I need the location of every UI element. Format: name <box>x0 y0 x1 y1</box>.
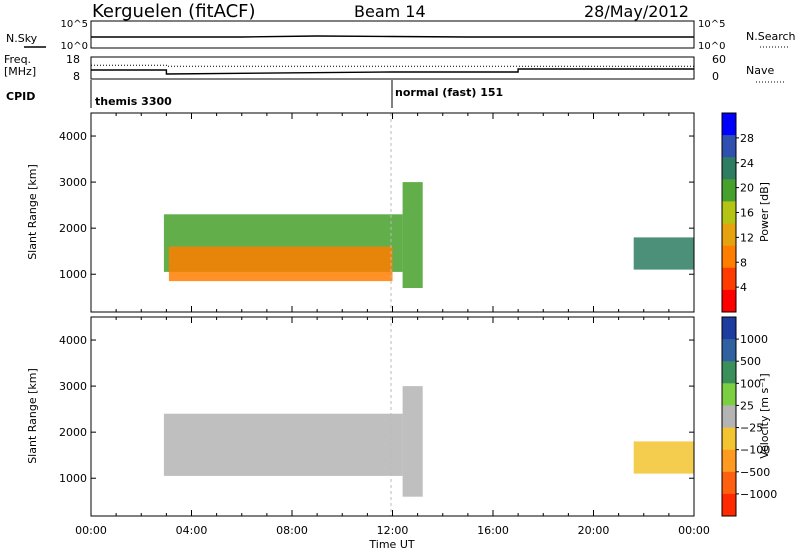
velocity-colorbar-swatch-0 <box>722 317 736 340</box>
velocity-xtick-label-0: 00:00 <box>75 524 107 537</box>
power-region-2 <box>402 182 423 288</box>
velocity-ytick-label-2: 2000 <box>59 426 87 439</box>
power-data-cells <box>163 182 694 288</box>
power-colorbar-swatch-1 <box>722 135 736 158</box>
velocity-colorbar-tick-label-6: −500 <box>740 466 770 479</box>
power-ytick-label-3: 1000 <box>59 268 87 281</box>
power-region-1 <box>168 246 393 282</box>
velocity-region-2 <box>633 441 694 474</box>
power-panel: 4000 3000 2000 1000 Slant Range [km] 28 24 20… <box>26 112 771 313</box>
nsky-tick-bottom: 10^0 <box>61 41 88 52</box>
nsky-series-line <box>91 35 694 38</box>
freq-tick-bottom: 8 <box>73 70 80 83</box>
nsearch-label: N.Search <box>746 30 796 43</box>
power-colorbar-swatch-6 <box>722 245 736 269</box>
velocity-xtick-label-4: 16:00 <box>477 524 509 537</box>
velocity-colorbar-swatch-2 <box>722 361 736 384</box>
power-colorbar-tick-label-5: 8 <box>740 256 747 269</box>
velocity-colorbar-frame <box>721 316 737 517</box>
velocity-region-1 <box>402 386 423 497</box>
freq-panel-frame <box>90 56 695 80</box>
velocity-x-ticks: 00:00 04:00 08:00 12:00 16:00 20:00 00:00 <box>75 317 710 537</box>
velocity-colorbar: 1000 500 100 25 −25 −100 −500 −1000 <box>721 316 777 517</box>
velocity-xtick-label-6: 00:00 <box>678 524 710 537</box>
freq-series-line <box>91 68 694 75</box>
velocity-colorbar-tick-label-1: 500 <box>740 355 761 368</box>
nsky-label: N.Sky <box>6 32 38 45</box>
power-colorbar-tick-label-2: 20 <box>740 182 754 195</box>
velocity-region-0 <box>163 413 403 476</box>
velocity-colorbar-tick-label-2: 100 <box>740 377 761 390</box>
velocity-panel: 4000 3000 2000 1000 00:00 04:00 08:00 12:00 16:… <box>26 316 777 551</box>
power-y-ticks: 4000 3000 2000 1000 <box>59 130 694 281</box>
freq-label-1: Freq. <box>4 53 31 66</box>
power-x-ticks <box>90 113 695 312</box>
nave-label: Nave <box>746 64 774 77</box>
nsky-tick-top: 10^5 <box>61 19 88 30</box>
power-colorbar-swatch-0 <box>722 113 736 136</box>
velocity-data-cells <box>163 386 694 497</box>
power-region-3 <box>633 237 694 270</box>
power-colorbar-tick-label-4: 12 <box>740 231 754 244</box>
velocity-colorbar-tick-label-4: −25 <box>740 422 763 435</box>
velocity-xtick-label-2: 08:00 <box>276 524 308 537</box>
power-colorbar-swatch-8 <box>722 289 736 313</box>
velocity-colorbar-tick-label-7: −1000 <box>740 488 777 501</box>
power-colorbar-swatch-4 <box>722 201 736 224</box>
cpid-segment-1: themis 3300 <box>95 95 172 108</box>
velocity-ytick-label-3: 1000 <box>59 472 87 485</box>
velocity-y-ticks: 4000 3000 2000 1000 <box>59 334 694 485</box>
power-ytick-label-2: 2000 <box>59 222 87 235</box>
power-colorbar-tick-label-0: 28 <box>740 132 754 145</box>
velocity-colorbar-tick-label-0: 1000 <box>740 333 768 346</box>
velocity-xtick-label-5: 20:00 <box>578 524 610 537</box>
cpid-label: CPID <box>6 90 35 103</box>
velocity-ytick-label-1: 3000 <box>59 380 87 393</box>
nave-series-line <box>91 64 694 67</box>
nave-tick-bottom: 0 <box>712 70 719 83</box>
power-colorbar-swatch-3 <box>722 179 736 202</box>
velocity-y-axis-label: Slant Range [km] <box>26 368 39 464</box>
power-plot-area <box>91 113 694 312</box>
velocity-colorbar-swatch-7 <box>722 471 736 495</box>
x-axis-label: Time UT <box>368 538 414 551</box>
nsearch-tick-top: 10^5 <box>698 19 725 30</box>
velocity-xtick-label-3: 12:00 <box>377 524 409 537</box>
power-ytick-label-1: 3000 <box>59 176 87 189</box>
power-ytick-label-0: 4000 <box>59 130 87 143</box>
velocity-colorbar-swatch-8 <box>722 493 736 517</box>
velocity-colorbar-swatch-5 <box>722 427 736 451</box>
power-y-axis-label: Slant Range [km] <box>26 164 39 260</box>
power-colorbar-tick-label-6: 4 <box>740 281 747 294</box>
power-colorbar: 28 24 20 16 12 8 4 <box>721 112 754 313</box>
beam-title: Beam 14 <box>354 2 426 21</box>
velocity-colorbar-swatch-3 <box>722 383 736 406</box>
nave-tick-top: 60 <box>712 53 726 66</box>
freq-tick-top: 18 <box>66 53 80 66</box>
power-colorbar-label: Power [dB] <box>758 182 771 242</box>
nsky-panel-frame <box>90 20 695 49</box>
velocity-colorbar-label: Velocity [m s⁻¹] <box>758 373 771 458</box>
date-title: 28/May/2012 <box>584 2 689 21</box>
velocity-colorbar-tick-label-5: −100 <box>740 444 770 457</box>
power-colorbar-swatch-2 <box>722 157 736 180</box>
velocity-colorbar-swatch-6 <box>722 449 736 473</box>
velocity-colorbar-swatch-4 <box>722 405 736 428</box>
cpid-segment-2: normal (fast) 151 <box>395 86 503 99</box>
velocity-xtick-label-1: 04:00 <box>176 524 208 537</box>
power-colorbar-tick-label-3: 16 <box>740 207 754 220</box>
freq-label-2: [MHz] <box>4 65 36 78</box>
power-colorbar-swatch-7 <box>722 267 736 291</box>
power-colorbar-swatch-5 <box>722 223 736 247</box>
velocity-colorbar-swatch-1 <box>722 339 736 362</box>
velocity-colorbar-tick-label-3: 25 <box>740 399 754 412</box>
velocity-ytick-label-0: 4000 <box>59 334 87 347</box>
station-title: Kerguelen (fitACF) <box>92 1 256 22</box>
power-colorbar-tick-label-1: 24 <box>740 157 754 170</box>
nsearch-tick-bottom: 10^0 <box>698 41 725 52</box>
